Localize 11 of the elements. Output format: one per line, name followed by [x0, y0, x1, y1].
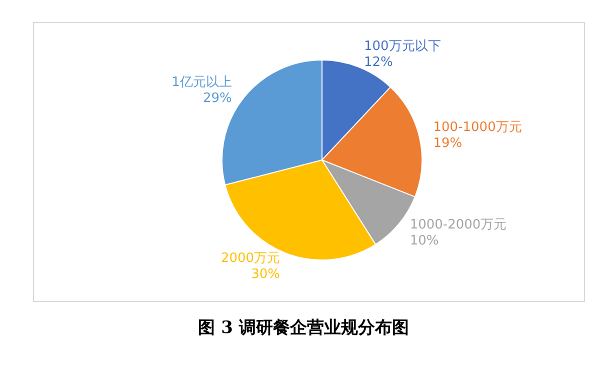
- data-label: 30%: [251, 266, 280, 282]
- slice-label: 1亿元以上: [172, 75, 232, 90]
- data-label: 12%: [364, 55, 393, 70]
- slice-label: 100-1000万元: [433, 120, 522, 136]
- slice-label: 2000万元: [220, 250, 280, 266]
- slice-label: 1000-2000万元: [410, 218, 507, 233]
- data-label: 10%: [410, 234, 439, 249]
- data-label: 19%: [433, 136, 462, 152]
- slice-label: 100万元以下: [364, 39, 441, 54]
- caption: 图 3 调研餐企营业规分布图: [197, 317, 410, 339]
- data-label: 29%: [203, 91, 232, 106]
